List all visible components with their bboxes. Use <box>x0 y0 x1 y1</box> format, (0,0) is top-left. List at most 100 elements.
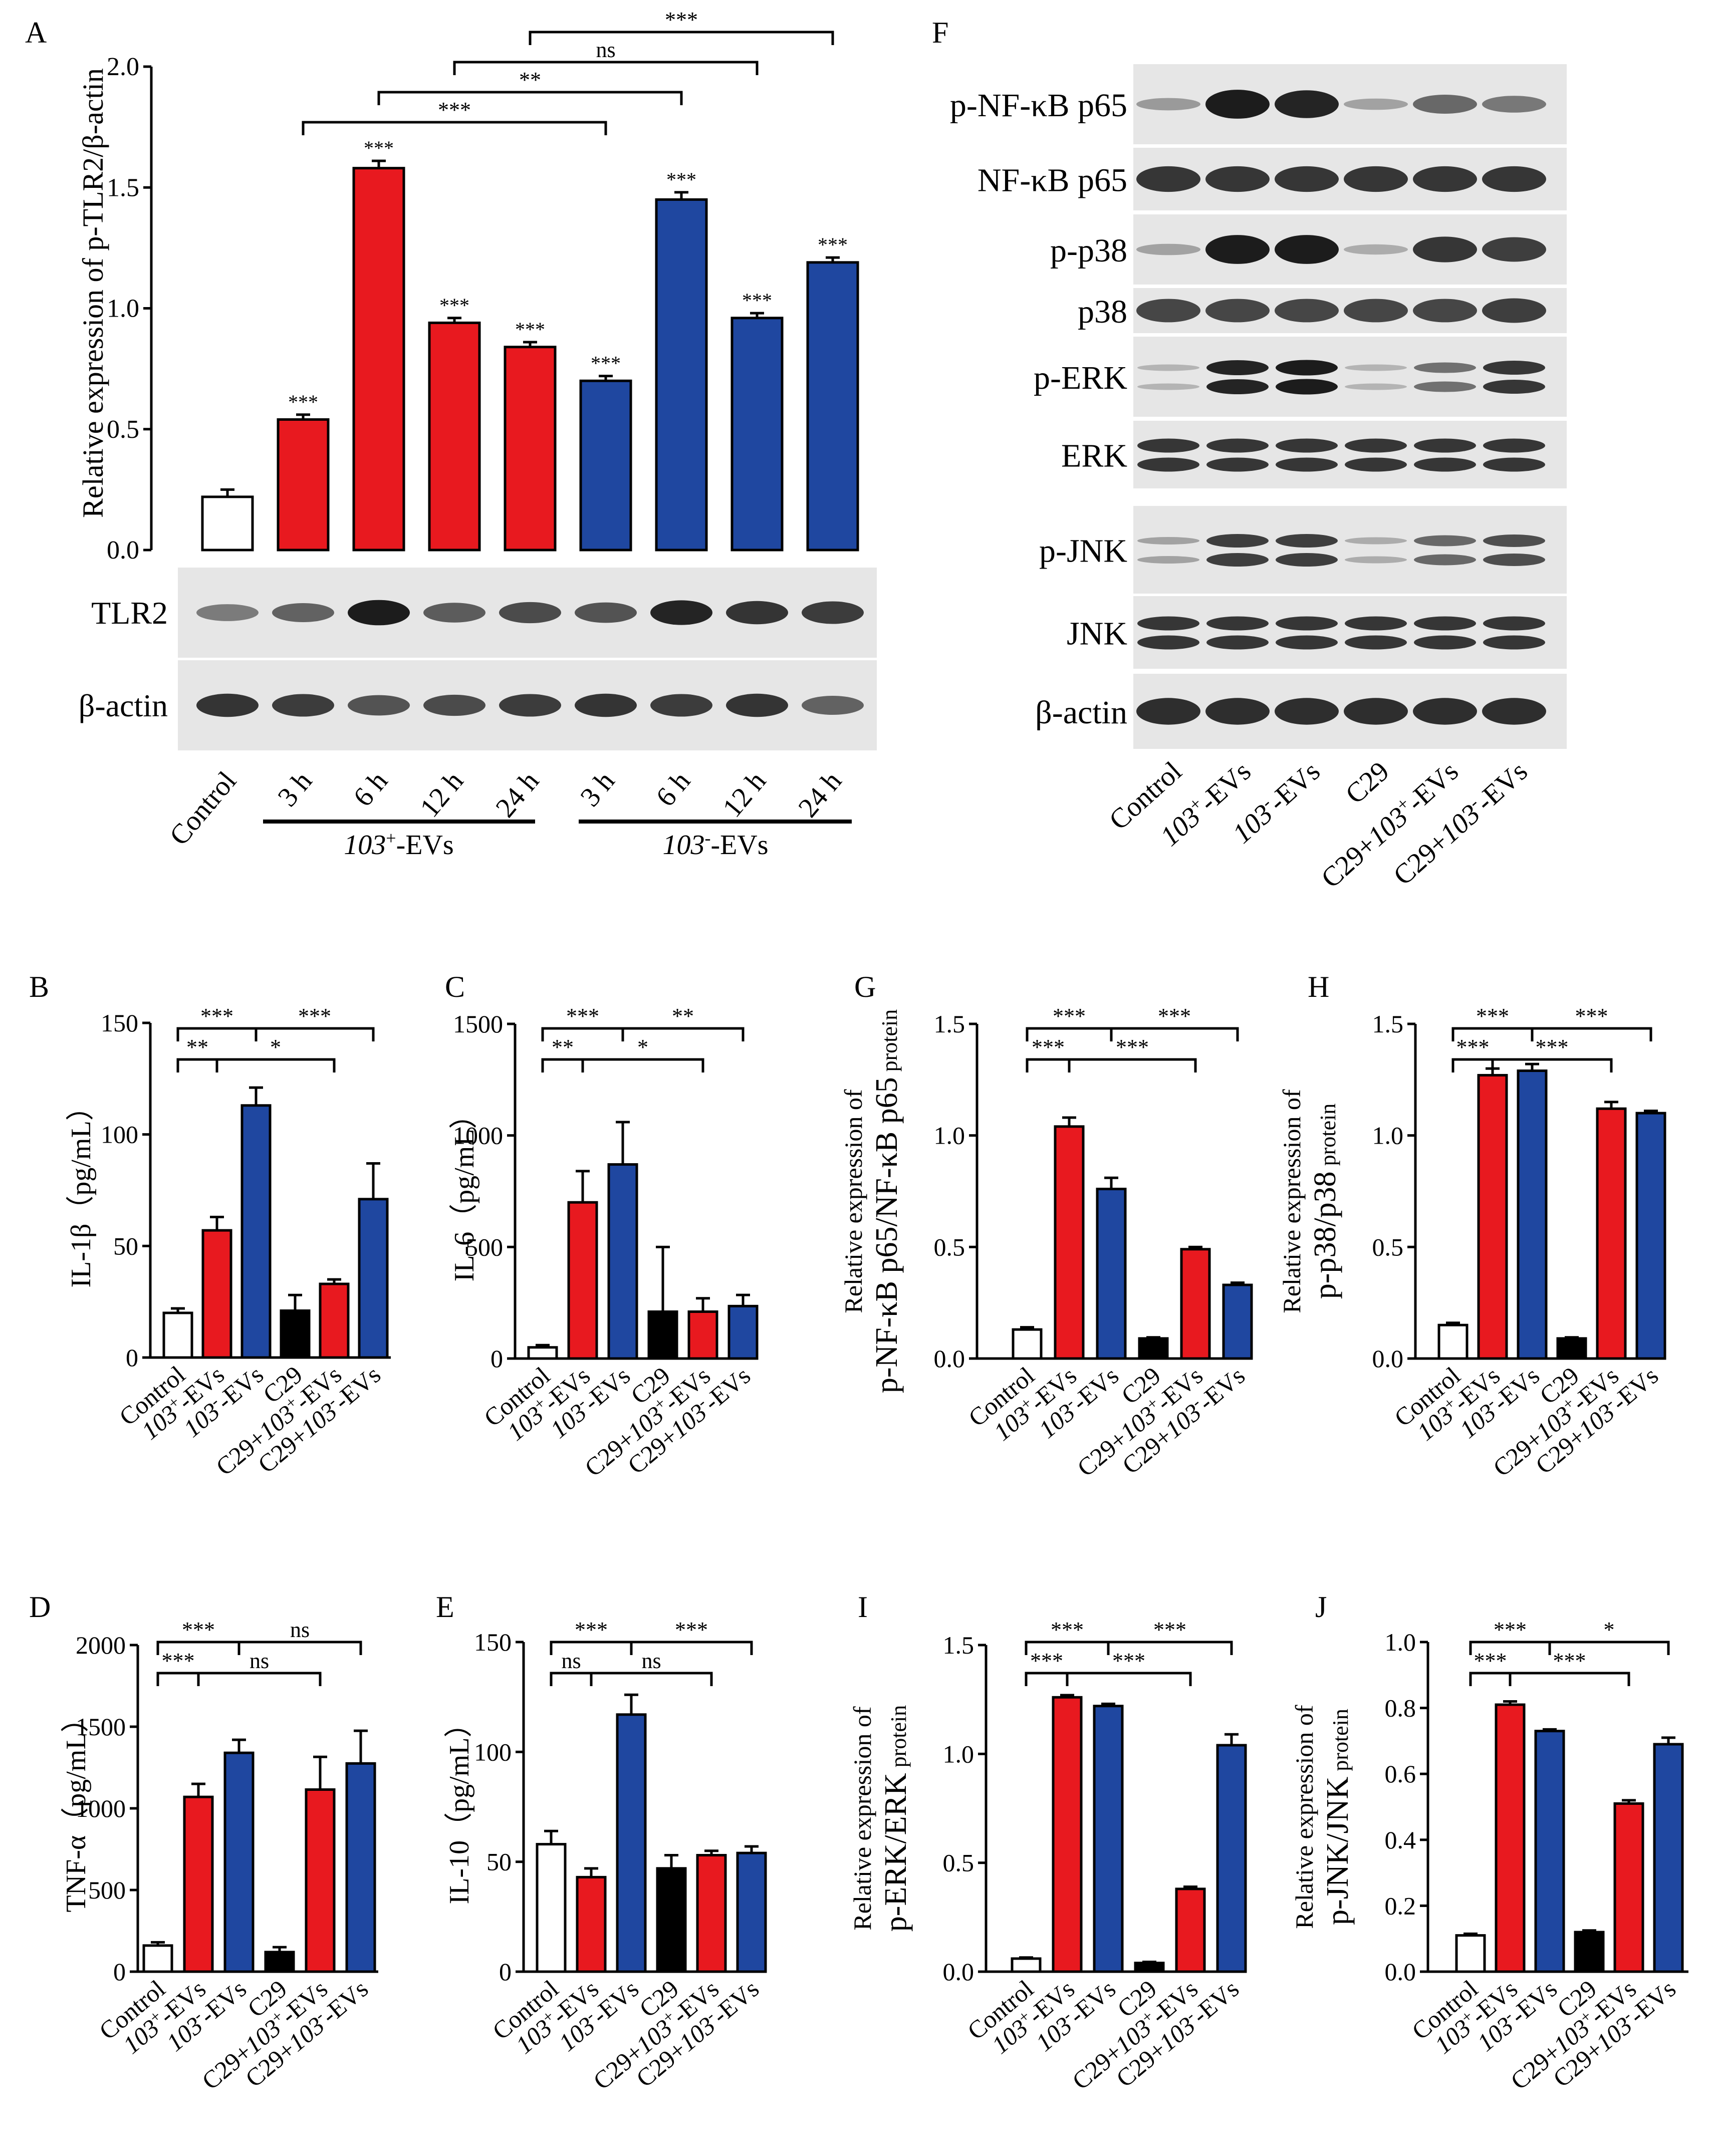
chart-H-y-axis-label-top: Relative expression of <box>1278 1089 1306 1313</box>
blot-F-row-background <box>1133 337 1567 417</box>
blot-F-band <box>1206 379 1269 394</box>
chart-B-sig-bracket <box>255 1027 375 1041</box>
chart-C-ytick-label: 500 <box>465 1233 503 1261</box>
panel-letter-i: I <box>858 1590 868 1624</box>
chart-A-ytick-label: 1.5 <box>107 173 139 202</box>
chart-C-bar <box>687 1310 718 1360</box>
chart-E-sig-bracket <box>630 1641 753 1655</box>
chart-J-y-axis-label-top: Relative expression of <box>1290 1705 1318 1929</box>
chart-A-ytick-label: 2.0 <box>107 53 139 81</box>
blot-F-row-label: p-NF-κB p65 <box>950 87 1127 124</box>
blot-F-band <box>1413 95 1477 114</box>
blot-F-band <box>1482 96 1546 113</box>
chart-I-bar <box>1175 1888 1206 1973</box>
blot-F-row-background <box>1133 421 1567 488</box>
chart-H-y-axis-label: p-p38/p38 protein <box>1308 1104 1342 1299</box>
chart-A-y-axis-label: Relative expression of p-TLR2/β-actin <box>77 68 109 518</box>
chart-A-bar <box>428 321 481 552</box>
chart-C-sig-bracket <box>621 1027 745 1041</box>
chart-J-ytick-label: 0.8 <box>1385 1694 1416 1722</box>
blot-F-band <box>1414 554 1476 566</box>
chart-A-star-label: *** <box>364 137 394 159</box>
blot-F-band <box>1414 438 1476 453</box>
blot-F-band <box>1344 299 1408 323</box>
blot-F-band <box>1345 364 1407 371</box>
chart-E-bar <box>696 1854 727 1973</box>
chart-H-sig-label: *** <box>1456 1035 1490 1059</box>
chart-G-sig-label: *** <box>1053 1004 1086 1028</box>
chart-C-bar <box>607 1163 638 1360</box>
blot-F-band <box>1205 90 1270 119</box>
blot-F-band <box>1483 380 1545 394</box>
chart-C-sig-bracket <box>581 1058 704 1072</box>
chart-I-sig-bracket <box>1025 1672 1069 1686</box>
panel-letter-g: G <box>854 970 876 1003</box>
chart-A: 0.00.51.01.52.0*************************… <box>107 8 859 565</box>
chart-I-sig-label: *** <box>1030 1649 1063 1673</box>
blot-F-band <box>1275 698 1339 725</box>
chart-H-sig-label: *** <box>1536 1035 1569 1059</box>
blot-A-band <box>575 602 637 623</box>
chart-A-xtick-label: 24 h <box>490 766 545 824</box>
chart-D-ytick-label: 0 <box>113 1958 126 1986</box>
blot-F-band <box>1345 457 1407 472</box>
blot-A-band <box>802 696 864 715</box>
blot-F-band <box>1206 438 1269 453</box>
chart-A-xtick-label: 12 h <box>716 766 772 824</box>
chart-E-ytick-label: 150 <box>474 1628 512 1656</box>
chart-A-xtick-label: 24 h <box>792 766 847 824</box>
chart-A-star-label: *** <box>742 289 772 312</box>
chart-B-bar <box>240 1104 272 1359</box>
chart-A-sig-label: ** <box>519 68 541 92</box>
chart-D-sig-label: *** <box>182 1618 215 1642</box>
chart-E-ytick-label: 0 <box>499 1958 512 1986</box>
chart-B-sig-label: * <box>270 1035 281 1059</box>
chart-A-bar <box>504 346 557 552</box>
chart-D-bar <box>223 1751 255 1973</box>
blot-F-band <box>1206 616 1269 631</box>
chart-H-sig-bracket <box>1451 1058 1494 1072</box>
chart-C-sig-label: * <box>637 1035 648 1059</box>
blot-F-band <box>1136 166 1200 192</box>
chart-G-bar <box>1012 1328 1043 1360</box>
chart-I-bar <box>1052 1696 1083 1973</box>
blot-F-band <box>1137 635 1199 650</box>
blot-F-band <box>1483 554 1545 566</box>
chart-I: 0.00.51.01.5*** ****** ***Control103+-EVs1… <box>943 1618 1247 2095</box>
panel-letter-d: D <box>29 1590 51 1624</box>
blot-F-band <box>1276 360 1338 376</box>
chart-G-sig-label: *** <box>1032 1035 1065 1059</box>
chart-D-y-axis-label: TNF-α（pg/mL） <box>61 1704 92 1912</box>
chart-E-ytick-label: 100 <box>474 1738 512 1766</box>
blot-F-band <box>1483 438 1545 453</box>
panel-letter-h: H <box>1308 970 1329 1003</box>
chart-H-bar <box>1596 1107 1627 1360</box>
blot-F-band <box>1275 235 1339 264</box>
blot-F-band <box>1136 243 1200 255</box>
blot-A-band <box>650 694 712 717</box>
blot-F-band <box>1345 616 1407 631</box>
chart-B-sig-bracket <box>215 1058 336 1072</box>
chart-A-group-label: 103+-EVs <box>344 828 453 861</box>
chart-I-sig-label: *** <box>1051 1618 1084 1642</box>
chart-C-sig-label: ** <box>672 1004 694 1028</box>
blot-F-band <box>1413 236 1477 262</box>
chart-B-sig-label: *** <box>298 1004 331 1028</box>
panel-letter-e: E <box>436 1590 454 1624</box>
chart-G-bar <box>1138 1337 1169 1360</box>
chart-I-ytick-label: 0.0 <box>943 1958 974 1986</box>
chart-B-sig-label: *** <box>200 1004 233 1028</box>
chart-H-bar <box>1517 1069 1548 1360</box>
blot-F-band <box>1137 383 1199 390</box>
chart-H-bar <box>1437 1323 1469 1360</box>
chart-A-sig-bracket <box>302 121 607 135</box>
chart-A-star-label: *** <box>288 391 318 413</box>
chart-A-ytick-label: 0.5 <box>107 415 139 444</box>
chart-G-sig-bracket <box>1110 1027 1239 1041</box>
chart-J-ytick-label: 0.6 <box>1385 1760 1416 1788</box>
chart-G-bar <box>1180 1248 1211 1360</box>
